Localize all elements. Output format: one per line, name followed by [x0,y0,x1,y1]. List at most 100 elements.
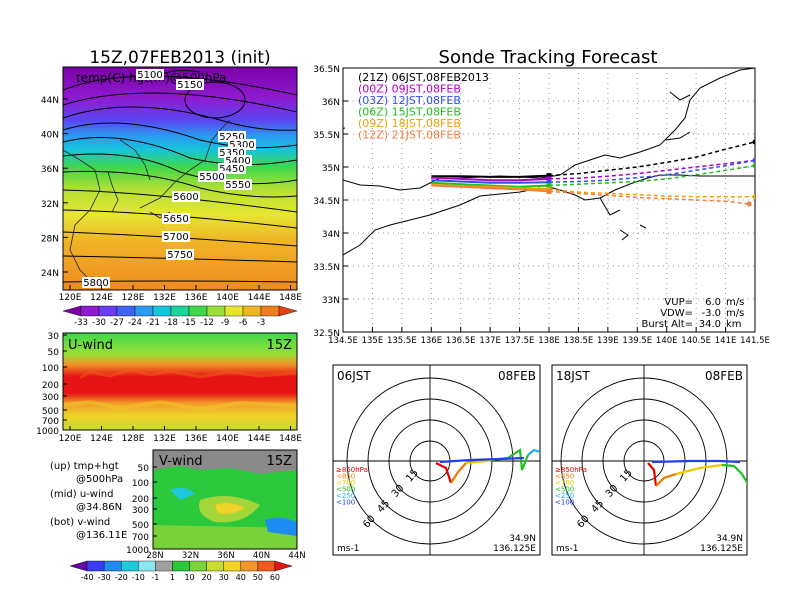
pressure-tick-label: 100 [132,479,149,489]
track-line-5 [431,184,550,193]
left-title: 15Z,07FEB2013 (init) [89,48,270,68]
colorbar-swatch [69,560,88,572]
param-value: 34.0 [699,319,721,330]
param-label: VUP= [664,297,693,308]
hodograph-curve-4 [651,459,741,464]
colorbar-label: -21 [146,318,160,328]
contour-label-bg [162,231,190,242]
lon-tick-label: 120E [59,434,82,444]
lon-tick-label: 144E [248,434,271,444]
colorbar-swatch [86,560,105,572]
colorbar-swatch [223,560,241,572]
pressure-tick-label: 100 [42,364,59,374]
note-line: @500hPa [76,474,123,485]
lon-tick-label: 124E [90,434,113,444]
lon-tick-label: 139.5E [622,336,652,346]
level-key: <850 [555,473,574,481]
note-line: (bot) v-wind [50,517,110,528]
track-legend-entry: (12Z) 21JST,08FEB [358,129,461,142]
vwind-time: 15Z [267,454,293,469]
lat-tick-label: 34N [322,230,340,240]
lon-tick-label: 128E [122,293,145,303]
colorbar-label: -12 [200,318,214,328]
contour-label: 5150 [177,80,202,91]
track-legend-entry: (09Z) 18JST,08FEB [358,117,461,130]
colorbar-label: -24 [128,318,142,328]
pressure-tick-label: 1000 [126,546,149,556]
contour-label: 5650 [163,214,188,225]
lon-tick-label: 139E [597,336,619,346]
pressure-tick-label: 300 [42,393,59,403]
pressure-tick-label: 200 [42,381,59,391]
lon-tick-label: 138E [538,336,560,346]
lon-tick-label: 132E [153,434,176,444]
lat-tick-label: 36N [41,165,59,175]
track-legend-entry: (00Z) 09JST,08FEB [358,83,461,96]
lon-tick-label: 136E [185,434,208,444]
lat-tick-label: 36N [322,98,340,108]
colorbar-label: 1 [170,573,175,582]
track-burst-marker-2 [546,179,552,185]
colorbar-label: -40 [81,573,94,582]
contour-label: 5550 [225,180,250,191]
contour-label: 5450 [219,164,244,175]
vwind-lat-ticks: 28N 32N 36N 40N 44N [146,551,305,561]
track-line-3 [431,181,550,188]
colorbar-swatch [116,305,136,317]
colorbar-label: -33 [74,318,88,328]
contour-label-bg [224,155,252,166]
right-title: Sonde Tracking Forecast [439,47,658,68]
contour-label: 5100 [137,70,162,81]
colorbar-swatch [274,560,293,572]
colorbar-label: -18 [164,318,178,328]
colorbar-label: -9 [221,318,229,328]
track-burst-marker-5 [546,188,552,194]
track-line-2 [431,179,550,184]
track-line-dashed-4 [548,188,755,198]
colorbar-label: 20 [202,573,212,582]
vwind-colorbar: -40 -30 -20 -10 -1 1 10 20 30 40 50 60 [69,560,293,582]
hodograph-time: 18JST [556,369,590,383]
lon-tick-label: 140E [216,293,239,303]
level-key: <500 [336,486,355,494]
vwind-frame [152,449,298,550]
hodograph-date: 08FEB [498,369,536,383]
colorbar-label: -1 [151,573,159,582]
lon-tick-label: 135.5E [387,336,417,346]
colorbar-swatch [224,305,244,317]
colorbar-swatch [278,305,298,317]
param-value: 6.0 [705,297,721,308]
pressure-tick-label: 500 [132,521,149,531]
lat-tick-label: 35N [322,164,340,174]
contour-label: 5500 [199,172,224,183]
lat-tick-label: 32.5N [313,329,340,339]
colorbar-swatch [170,305,190,317]
track-line-0 [431,174,550,178]
track-legend-entry: (03Z) 12JST,08FEB [358,94,461,107]
lat-tick-label: 32N [182,551,199,561]
colorbar-swatch [155,560,173,572]
contour-label: 5700 [163,232,188,243]
panel-notes: (up) tmp+hgt @500hPa (mid) u-wind @34.86N (b… [50,461,127,541]
colorbar-swatch [257,560,276,572]
uwind-time: 15Z [267,338,293,353]
track-lon-ticks: 134.5E 135E 135.5E 136E 136.5E 137E 137.5E 138E… [328,327,770,346]
hodograph-unit: ms-1 [556,544,578,554]
hodograph-curve-0 [435,462,453,484]
lon-tick-label: 136.5E [446,336,476,346]
param-label: Burst Alt= [641,319,693,330]
level-key: ≥850hPa [336,466,368,474]
contour-label: 5350 [219,148,244,159]
lat-tick-label: 28N [146,551,163,561]
uwind-texture [62,368,298,412]
colorbar-swatch [121,560,139,572]
colorbar-swatch [240,560,259,572]
lat-tick-label: 40N [253,551,270,561]
param-unit: m/s [726,297,744,308]
uwind-label: U-wind [68,338,113,353]
param-unit: m/s [726,308,744,319]
hodograph-curve-3 [721,463,747,485]
